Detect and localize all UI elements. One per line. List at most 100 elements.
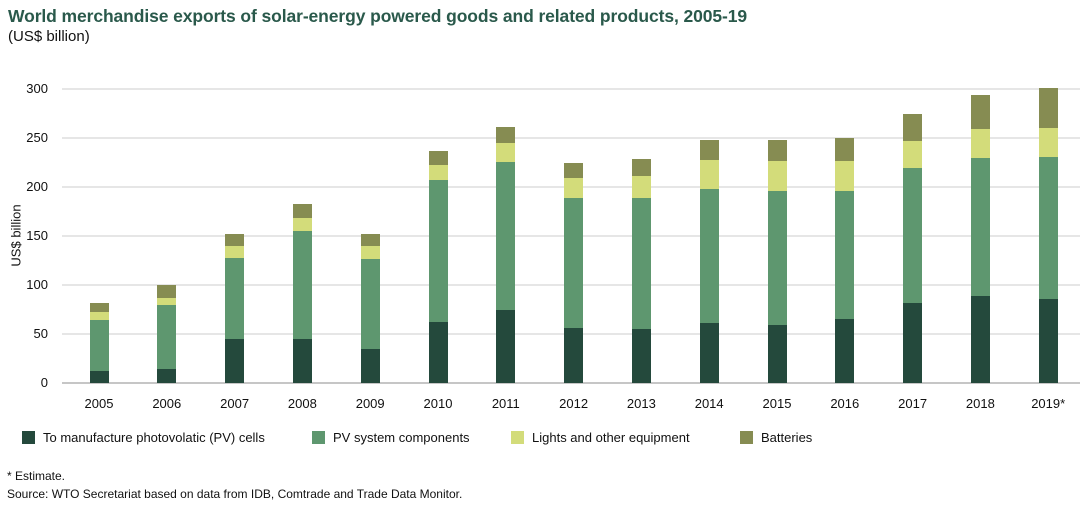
bar-segment xyxy=(835,138,855,161)
legend-label: To manufacture photovolatic (PV) cells xyxy=(43,430,265,445)
bar-segment xyxy=(225,234,245,246)
x-tick-label: 2014 xyxy=(694,396,724,411)
gridline xyxy=(62,88,1080,90)
x-tick-label: 2007 xyxy=(220,396,250,411)
bar-segment xyxy=(903,113,923,141)
plot-area xyxy=(62,88,1080,384)
bar-segment xyxy=(496,142,516,162)
legend-swatch xyxy=(22,431,35,444)
bar-segment xyxy=(835,319,855,383)
footnote-estimate: * Estimate. xyxy=(7,469,66,483)
bar-segment xyxy=(970,157,990,296)
x-tick-label: 2010 xyxy=(423,396,453,411)
bar-segment xyxy=(564,197,584,329)
bar-segment xyxy=(428,322,448,383)
bar-segment xyxy=(496,127,516,143)
bar-segment xyxy=(631,197,651,330)
legend-label: Lights and other equipment xyxy=(532,430,690,445)
bar-segment xyxy=(157,369,177,383)
bar-segment xyxy=(564,162,584,179)
bar-segment xyxy=(903,168,923,303)
footnote-source: Source: WTO Secretariat based on data fr… xyxy=(7,487,463,501)
bar-segment xyxy=(970,295,990,383)
bar-segment xyxy=(360,234,380,246)
bar-segment xyxy=(157,297,177,305)
bar-segment xyxy=(157,304,177,370)
bar-segment xyxy=(360,348,380,383)
bar-segment xyxy=(292,218,312,232)
x-tick-label: 2015 xyxy=(762,396,792,411)
bar-segment xyxy=(496,161,516,311)
legend-item: To manufacture photovolatic (PV) cells xyxy=(22,430,265,445)
bar-segment xyxy=(767,190,787,326)
bar-segment xyxy=(564,328,584,383)
bar-segment xyxy=(970,94,990,130)
bar-segment xyxy=(360,245,380,259)
x-tick-label: 2017 xyxy=(898,396,928,411)
y-tick-label: 250 xyxy=(26,130,48,145)
legend: To manufacture photovolatic (PV) cells PV… xyxy=(0,430,1080,450)
bar-segment xyxy=(89,302,109,313)
bar-segment xyxy=(699,159,719,189)
bar-segment xyxy=(496,310,516,383)
x-tick-label: 2006 xyxy=(152,396,182,411)
legend-item: Lights and other equipment xyxy=(511,430,690,445)
x-tick-label: 2005 xyxy=(84,396,114,411)
x-tick-label: 2008 xyxy=(287,396,317,411)
chart-subtitle: (US$ billion) xyxy=(8,28,90,45)
bar-segment xyxy=(970,129,990,158)
legend-swatch xyxy=(740,431,753,444)
x-tick-label: 2012 xyxy=(559,396,589,411)
bar-segment xyxy=(225,257,245,339)
bar-segment xyxy=(89,320,109,372)
bar-segment xyxy=(564,178,584,198)
bar-segment xyxy=(1038,88,1058,129)
gridline xyxy=(62,137,1080,139)
bar-segment xyxy=(631,158,651,177)
y-tick-label: 50 xyxy=(33,326,48,341)
bar-segment xyxy=(699,188,719,324)
bar-segment xyxy=(292,231,312,339)
bar-segment xyxy=(225,245,245,258)
x-tick-label: 2018 xyxy=(965,396,995,411)
x-tick-label: 2019* xyxy=(1031,396,1066,411)
legend-item: Batteries xyxy=(740,430,812,445)
y-tick-label: 100 xyxy=(26,277,48,292)
x-tick-label: 2013 xyxy=(626,396,656,411)
legend-item: PV system components xyxy=(312,430,470,445)
bar-segment xyxy=(903,302,923,383)
bar-segment xyxy=(89,371,109,383)
bar-segment xyxy=(631,329,651,383)
legend-swatch xyxy=(312,431,325,444)
bar-segment xyxy=(699,139,719,160)
bar-segment xyxy=(767,139,787,161)
bar-segment xyxy=(89,312,109,321)
bar-segment xyxy=(1038,128,1058,157)
bar-segment xyxy=(225,338,245,383)
x-axis-baseline xyxy=(62,382,1080,384)
bar-segment xyxy=(767,325,787,383)
bar-segment xyxy=(428,180,448,323)
bar-segment xyxy=(428,150,448,166)
legend-swatch xyxy=(511,431,524,444)
bar-segment xyxy=(631,176,651,198)
x-tick-label: 2011 xyxy=(491,396,520,411)
y-tick-label: 0 xyxy=(40,375,48,390)
x-tick-label: 2016 xyxy=(830,396,860,411)
bar-segment xyxy=(1038,298,1058,383)
bar-segment xyxy=(1038,156,1058,299)
bar-segment xyxy=(292,338,312,383)
bar-segment xyxy=(699,323,719,383)
y-tick-label: 300 xyxy=(26,81,48,96)
y-tick-label: 200 xyxy=(26,179,48,194)
x-tick-label: 2009 xyxy=(355,396,385,411)
legend-label: Batteries xyxy=(761,430,813,445)
bar-segment xyxy=(767,160,787,191)
bar-segment xyxy=(292,203,312,219)
bar-segment xyxy=(903,140,923,169)
bar-segment xyxy=(360,258,380,349)
legend-label: PV system components xyxy=(333,430,470,445)
bar-segment xyxy=(835,160,855,191)
bar-segment xyxy=(428,165,448,181)
